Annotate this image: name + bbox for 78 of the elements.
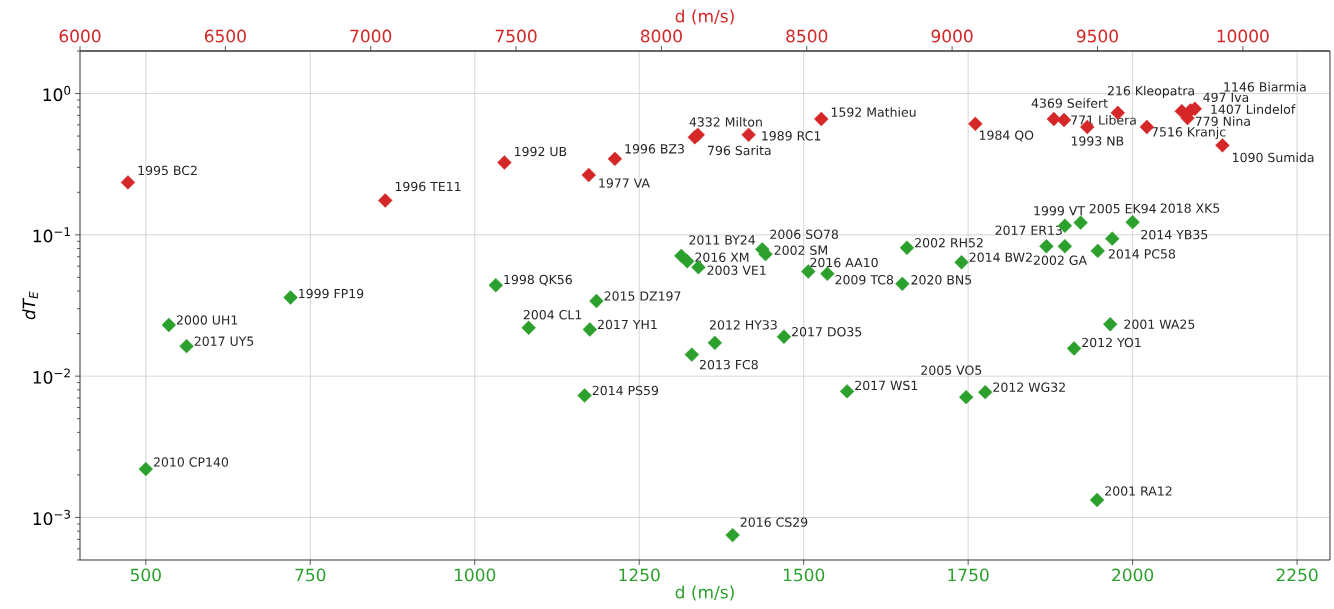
x-tick-label: 500 — [130, 568, 161, 582]
annotation: 2002 RH52 — [915, 238, 983, 248]
x2-axis-title: d (m/s) — [675, 9, 734, 25]
x2-tick-label: 6000 — [59, 29, 101, 43]
annotation: 1090 Sumida — [1233, 152, 1314, 163]
annotation: 2005 VO5 — [921, 365, 982, 375]
annotation: 2011 BY24 — [689, 235, 756, 245]
annotation: 2017 YH1 — [597, 319, 657, 330]
annotation: 497 Iva — [1203, 92, 1249, 103]
annotation: 7516 Kranjc — [1152, 126, 1226, 139]
annotation: 2020 BN5 — [911, 275, 972, 285]
y-tick-label: 10$^{0}$ — [43, 85, 71, 102]
annotation: 2000 UH1 — [176, 315, 238, 325]
annotation: 1977 VA — [599, 178, 650, 188]
x-tick-label: 1250 — [619, 568, 660, 582]
annotation: 2014 PS59 — [592, 385, 659, 396]
x-axis-title: d (m/s) — [675, 585, 734, 601]
x-tick-label: 750 — [295, 568, 326, 582]
annotation: 4369 Seifert — [1031, 98, 1108, 108]
x-tick-label: 1500 — [783, 568, 825, 582]
x2-tick-label: 8000 — [640, 29, 682, 43]
x-tick-label: 1000 — [454, 568, 496, 582]
annotation: 2012 WG32 — [993, 382, 1065, 392]
annotation: 1999 FP19 — [299, 288, 364, 299]
annotation: 1995 BC2 — [138, 165, 197, 176]
annotation: 1984 QO — [979, 130, 1034, 142]
x2-tick-label: 10000 — [1217, 29, 1269, 43]
annotation: 1998 QK56 — [504, 274, 572, 286]
annotation: 2004 CL1 — [523, 310, 582, 320]
annotation: 1592 Mathieu — [831, 107, 916, 117]
annotation: 2006 SO78 — [770, 229, 839, 240]
x2-tick-label: 9000 — [931, 29, 973, 43]
annotation: 2016 AA10 — [810, 257, 878, 268]
annotation: 2014 PC58 — [1108, 249, 1176, 259]
annotation: 2010 CP140 — [153, 457, 229, 467]
annotation: 2012 YO1 — [1082, 337, 1141, 348]
annotation: 779 Nina — [1195, 116, 1250, 126]
annotation: 2017 DO35 — [792, 327, 862, 337]
annotation: 2015 DZ197 — [604, 291, 681, 301]
x2-tick-label: 7500 — [495, 29, 537, 43]
annotation: 1996 TE11 — [395, 181, 461, 192]
y-tick-label: 10$^{−2}$ — [33, 368, 70, 384]
annotation: 216 Kleopatra — [1107, 85, 1194, 98]
annotation: 1146 Biarmia — [1224, 81, 1306, 92]
x2-tick-label: 8500 — [786, 29, 828, 43]
annotation: 1992 UB — [515, 146, 567, 157]
x-tick-label: 2250 — [1276, 568, 1318, 582]
annotation: 2018 XK5 — [1160, 203, 1220, 213]
annotation: 796 Sarita — [708, 145, 771, 156]
y-tick-label: 10$^{−1}$ — [33, 227, 70, 243]
annotation: 1999 VT — [1034, 205, 1086, 216]
annotation: 2009 TC8 — [835, 275, 894, 285]
x2-tick-label: 6500 — [204, 29, 246, 43]
annotation: 2003 VE1 — [707, 265, 766, 275]
annotation: 2002 GA — [1033, 255, 1087, 265]
annotation: 1407 Lindelof — [1211, 104, 1296, 115]
annotation: 2016 CS29 — [740, 517, 808, 527]
annotation: 2002 SM — [774, 245, 827, 255]
y-tick-label: 10$^{−3}$ — [33, 509, 71, 526]
annotation: 1993 NB — [1071, 136, 1124, 146]
annotation: 2005 EK94 — [1089, 203, 1156, 214]
x-tick-label: 2000 — [1112, 568, 1154, 582]
annotation: 2017 WS1 — [855, 380, 918, 391]
annotation: 2013 FC8 — [699, 359, 758, 370]
annotation: 2014 YB35 — [1141, 229, 1208, 240]
y-axis-title: dT$_{E}$ — [22, 291, 38, 320]
annotation: 1996 BZ3 — [625, 144, 684, 154]
annotation: 2014 BW2 — [969, 252, 1032, 262]
annotation: 2012 HY33 — [709, 320, 777, 330]
annotation: 2001 WA25 — [1124, 319, 1195, 329]
annotation: 4332 Milton — [689, 117, 762, 127]
x2-tick-label: 7000 — [350, 29, 392, 43]
annotation: 2016 XM — [695, 252, 749, 262]
x-tick-label: 1750 — [948, 568, 989, 582]
x2-tick-label: 9500 — [1076, 29, 1118, 43]
annotation: 2001 RA12 — [1105, 486, 1172, 496]
annotation: 1989 RC1 — [762, 131, 821, 141]
annotation: 2017 UY5 — [194, 336, 254, 346]
